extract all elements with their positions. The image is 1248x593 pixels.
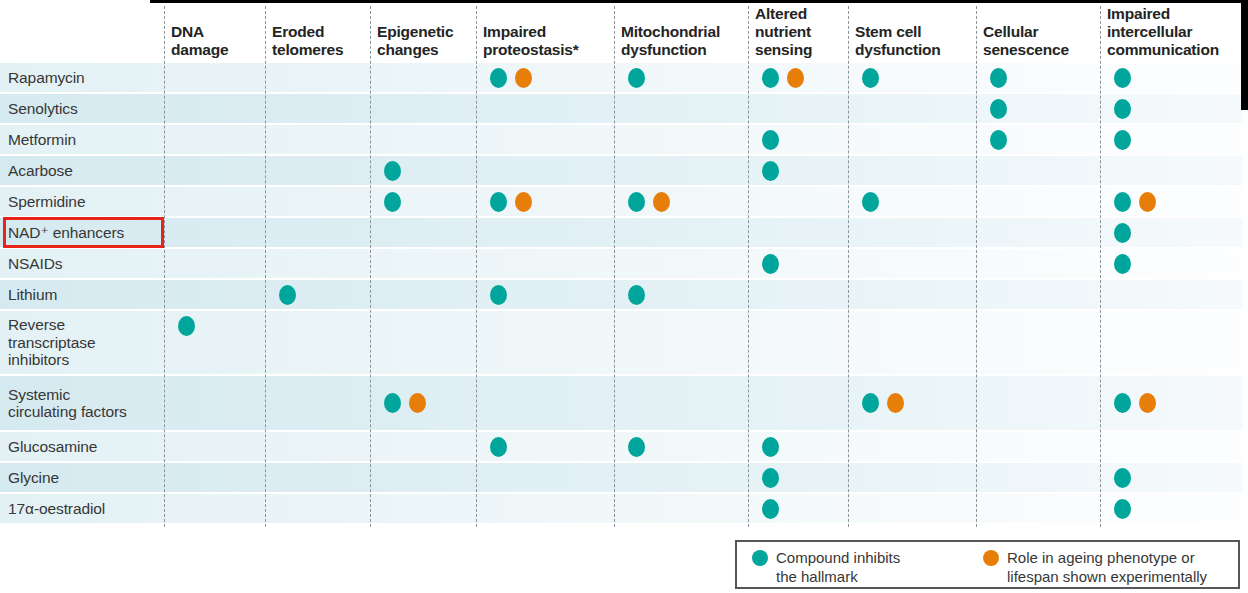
teal-legend-dot-icon xyxy=(752,550,768,566)
row-label: Systemic circulating factors xyxy=(0,386,127,421)
legend: Compound inhibits the hallmark Role in ag… xyxy=(735,540,1240,589)
screenshot-edge-artifact-top xyxy=(150,0,1248,3)
inhibits-hallmark-dot xyxy=(762,130,779,150)
column-separator xyxy=(370,6,371,527)
column-separator xyxy=(265,6,266,527)
column-separator xyxy=(748,6,749,527)
inhibits-hallmark-dot xyxy=(1114,393,1131,413)
inhibits-hallmark-dot xyxy=(490,437,507,457)
inhibits-hallmark-dot xyxy=(384,192,401,212)
column-header: Eroded telomeres xyxy=(272,0,365,61)
drug-hallmark-matrix-figure: DNA damageEroded telomeresEpigenetic cha… xyxy=(0,0,1248,593)
inhibits-hallmark-dot xyxy=(762,499,779,519)
inhibits-hallmark-dot xyxy=(279,285,296,305)
inhibits-hallmark-dot xyxy=(490,192,507,212)
inhibits-hallmark-dot xyxy=(628,192,645,212)
table-row: Metformin xyxy=(0,125,1243,154)
row-label: NSAIDs xyxy=(0,255,63,273)
table-row: Spermidine xyxy=(0,187,1243,216)
row-label: Lithium xyxy=(0,286,57,304)
column-header: Impaired intercellular communication xyxy=(1107,0,1238,61)
experimental-evidence-dot xyxy=(1139,393,1156,413)
row-label: Glucosamine xyxy=(0,438,97,456)
column-separator xyxy=(164,6,165,527)
row-label: 17α-oestradiol xyxy=(0,500,105,518)
inhibits-hallmark-dot xyxy=(628,285,645,305)
legend-item-orange: Role in ageing phenotype or lifespan sho… xyxy=(983,548,1207,586)
inhibits-hallmark-dot xyxy=(762,161,779,181)
table-row: Senolytics xyxy=(0,94,1243,123)
column-header: Altered nutrient sensing xyxy=(755,0,843,61)
column-separator xyxy=(476,6,477,527)
table-row: NSAIDs xyxy=(0,249,1243,278)
row-label: Acarbose xyxy=(0,162,73,180)
inhibits-hallmark-dot xyxy=(1114,499,1131,519)
row-label: Metformin xyxy=(0,131,76,149)
inhibits-hallmark-dot xyxy=(990,130,1007,150)
row-label: Reverse transcriptase inhibitors xyxy=(0,316,95,369)
inhibits-hallmark-dot xyxy=(762,468,779,488)
experimental-evidence-dot xyxy=(887,393,904,413)
inhibits-hallmark-dot xyxy=(1114,130,1131,150)
inhibits-hallmark-dot xyxy=(1114,223,1131,243)
legend-label: Role in ageing phenotype or lifespan sho… xyxy=(1007,548,1207,586)
experimental-evidence-dot xyxy=(1139,192,1156,212)
table-row: Lithium xyxy=(0,280,1243,309)
experimental-evidence-dot xyxy=(653,192,670,212)
row-label: Glycine xyxy=(0,469,59,487)
column-header: Cellular senescence xyxy=(983,0,1095,61)
legend-item-teal: Compound inhibits the hallmark xyxy=(752,548,900,586)
legend-label: Compound inhibits the hallmark xyxy=(776,548,900,586)
table-row: Glycine xyxy=(0,463,1243,492)
orange-legend-dot-icon xyxy=(983,550,999,566)
inhibits-hallmark-dot xyxy=(628,68,645,88)
column-header: Impaired proteostasis* xyxy=(483,0,609,61)
experimental-evidence-dot xyxy=(787,68,804,88)
table-row: Rapamycin xyxy=(0,63,1243,92)
inhibits-hallmark-dot xyxy=(862,192,879,212)
inhibits-hallmark-dot xyxy=(1114,68,1131,88)
nad-enhancers-highlight-box xyxy=(3,217,164,248)
experimental-evidence-dot xyxy=(409,393,426,413)
screenshot-edge-artifact-right xyxy=(1241,0,1248,110)
inhibits-hallmark-dot xyxy=(628,437,645,457)
inhibits-hallmark-dot xyxy=(762,68,779,88)
column-header: Mitochondrial dysfunction xyxy=(621,0,743,61)
column-header: Stem cell dysfunction xyxy=(855,0,971,61)
experimental-evidence-dot xyxy=(515,192,532,212)
inhibits-hallmark-dot xyxy=(990,68,1007,88)
column-separator xyxy=(1100,6,1101,527)
inhibits-hallmark-dot xyxy=(762,254,779,274)
inhibits-hallmark-dot xyxy=(490,285,507,305)
inhibits-hallmark-dot xyxy=(862,68,879,88)
table-row: 17α-oestradiol xyxy=(0,494,1243,523)
column-separator xyxy=(976,6,977,527)
inhibits-hallmark-dot xyxy=(1114,468,1131,488)
inhibits-hallmark-dot xyxy=(862,393,879,413)
inhibits-hallmark-dot xyxy=(384,161,401,181)
inhibits-hallmark-dot xyxy=(1114,254,1131,274)
inhibits-hallmark-dot xyxy=(490,68,507,88)
inhibits-hallmark-dot xyxy=(990,99,1007,119)
table-row: Acarbose xyxy=(0,156,1243,185)
table-row: Systemic circulating factors xyxy=(0,376,1243,430)
inhibits-hallmark-dot xyxy=(1114,192,1131,212)
row-label: Spermidine xyxy=(0,193,85,211)
column-header: DNA damage xyxy=(171,0,260,61)
column-header: Epigenetic changes xyxy=(377,0,471,61)
table-row: NAD⁺ enhancers xyxy=(0,218,1243,247)
row-label: Senolytics xyxy=(0,100,78,118)
column-separator xyxy=(848,6,849,527)
experimental-evidence-dot xyxy=(515,68,532,88)
inhibits-hallmark-dot xyxy=(1114,99,1131,119)
table-row: Reverse transcriptase inhibitors xyxy=(0,311,1243,374)
inhibits-hallmark-dot xyxy=(178,316,195,336)
inhibits-hallmark-dot xyxy=(384,393,401,413)
column-separator xyxy=(614,6,615,527)
inhibits-hallmark-dot xyxy=(762,437,779,457)
row-label: Rapamycin xyxy=(0,69,85,87)
table-row: Glucosamine xyxy=(0,432,1243,461)
